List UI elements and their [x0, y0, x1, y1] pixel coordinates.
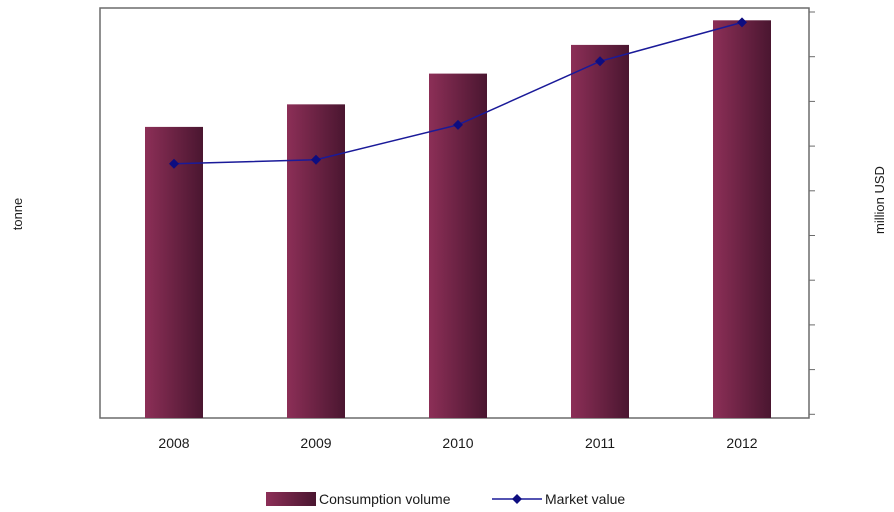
bar-series: [145, 20, 771, 419]
x-tick-label: 2010: [442, 435, 473, 451]
legend-label-bar: Consumption volume: [319, 491, 451, 507]
line-point-2011: [595, 56, 605, 67]
line-point-2008: [169, 158, 179, 169]
bar-2009: [287, 104, 345, 418]
bar-2008: [145, 126, 203, 419]
legend: Consumption volume Market value: [266, 491, 625, 507]
right-axis-ticks: [809, 11, 815, 415]
x-axis-tick-labels: 2008 2009 2010 2011 2012: [158, 435, 757, 451]
line-point-2012: [737, 17, 747, 28]
line-point-2009: [311, 154, 321, 165]
line-point-2010: [453, 119, 463, 130]
legend-label-line: Market value: [545, 491, 625, 507]
y2-axis-title: million USD: [872, 166, 887, 234]
y-axis-title: tonne: [10, 198, 25, 231]
legend-swatch-bar: [266, 492, 316, 506]
x-tick-label: 2009: [300, 435, 331, 451]
line-series: [169, 17, 747, 169]
legend-marker-icon: [512, 494, 522, 504]
x-tick-label: 2008: [158, 435, 189, 451]
bar-2010: [429, 73, 487, 418]
bar-2012: [713, 20, 771, 419]
bar-2011: [571, 44, 629, 419]
x-tick-label: 2011: [585, 435, 615, 451]
x-tick-label: 2012: [726, 435, 757, 451]
